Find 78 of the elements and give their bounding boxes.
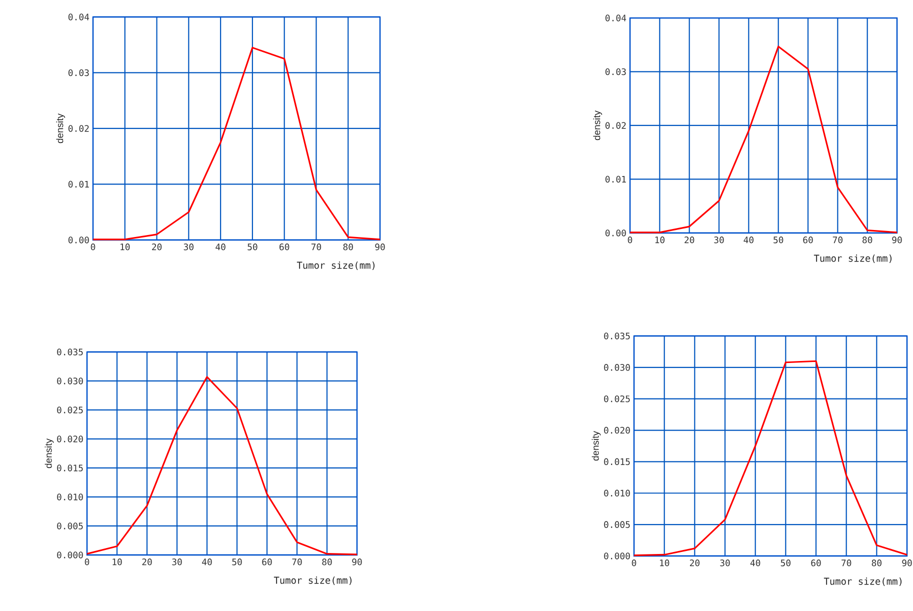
y-tick-label: 0.035 bbox=[604, 332, 630, 340]
x-tick-label: 0 bbox=[628, 236, 632, 244]
y-tick-label: 0.01 bbox=[605, 176, 626, 183]
y-tick-label: 0.04 bbox=[605, 14, 626, 22]
x-tick-label: 90 bbox=[892, 236, 902, 244]
y-tick-label: 0.010 bbox=[604, 490, 630, 497]
line-series bbox=[629, 46, 898, 234]
y-tick-label: 0.02 bbox=[68, 125, 89, 132]
y-tick-label: 0.00 bbox=[68, 236, 89, 244]
x-tick-label: 70 bbox=[832, 236, 842, 244]
x-tick-label: 40 bbox=[216, 244, 226, 250]
y-tick-label: 0.035 bbox=[57, 348, 83, 356]
y-tick-label: 0.025 bbox=[57, 406, 83, 414]
x-tick-label: 80 bbox=[343, 244, 353, 250]
y-axis-title: density bbox=[593, 110, 602, 140]
x-tick-label: 40 bbox=[744, 236, 754, 244]
x-tick-label: 0 bbox=[632, 560, 636, 566]
x-tick-label: 0 bbox=[90, 244, 96, 250]
y-axis-title: density bbox=[56, 114, 66, 144]
y-tick-label: 0.00 bbox=[605, 230, 626, 236]
line-series bbox=[633, 360, 908, 556]
y-tick-label: 0.025 bbox=[604, 395, 630, 402]
y-tick-label: 0.03 bbox=[605, 68, 626, 76]
x-tick-label: 30 bbox=[714, 236, 724, 244]
y-axis-title: density bbox=[44, 438, 54, 468]
x-axis-title: Tumor size(mm) bbox=[824, 578, 902, 586]
x-tick-label: 20 bbox=[142, 558, 152, 566]
x-tick-label: 30 bbox=[184, 244, 194, 250]
x-tick-label: 60 bbox=[803, 236, 813, 244]
x-tick-label: 60 bbox=[262, 558, 272, 566]
y-axis-title: density bbox=[592, 431, 601, 461]
x-tick-label: 40 bbox=[750, 560, 760, 566]
y-tick-label: 0.005 bbox=[57, 522, 83, 530]
x-tick-label: 10 bbox=[660, 560, 670, 566]
x-tick-label: 20 bbox=[152, 244, 162, 250]
x-axis-title: Tumor size(mm) bbox=[814, 254, 892, 263]
x-tick-label: 80 bbox=[872, 560, 882, 566]
y-tick-label: 0.000 bbox=[604, 552, 630, 560]
x-axis-title: Tumor size(mm) bbox=[274, 576, 352, 585]
x-tick-label: 50 bbox=[232, 558, 242, 566]
x-tick-label: 80 bbox=[322, 558, 332, 566]
y-tick-label: 0.015 bbox=[604, 458, 630, 466]
y-tick-label: 0.030 bbox=[57, 378, 83, 384]
x-tick-label: 70 bbox=[842, 560, 852, 566]
x-tick-label: 80 bbox=[862, 236, 872, 244]
y-tick-label: 0.020 bbox=[57, 436, 83, 442]
x-tick-label: 50 bbox=[774, 236, 784, 244]
x-axis-title: Tumor size(mm) bbox=[296, 262, 375, 270]
x-tick-label: 10 bbox=[120, 244, 130, 250]
x-tick-label: 60 bbox=[280, 244, 290, 250]
y-tick-label: 0.000 bbox=[57, 552, 83, 558]
y-tick-label: 0.030 bbox=[604, 364, 630, 371]
x-tick-label: 90 bbox=[352, 558, 362, 566]
x-tick-label: 10 bbox=[112, 558, 122, 566]
x-tick-label: 70 bbox=[311, 244, 322, 250]
y-tick-label: 0.04 bbox=[68, 14, 90, 20]
y-tick-label: 0.020 bbox=[604, 426, 630, 434]
x-tick-label: 20 bbox=[690, 560, 700, 566]
x-tick-label: 10 bbox=[655, 236, 664, 244]
y-tick-label: 0.015 bbox=[57, 464, 83, 472]
y-tick-label: 0.005 bbox=[604, 521, 630, 528]
x-tick-label: 50 bbox=[780, 560, 790, 566]
y-tick-label: 0.01 bbox=[68, 180, 89, 188]
y-tick-label: 0.02 bbox=[605, 122, 626, 129]
x-tick-label: 0 bbox=[84, 558, 90, 566]
x-tick-label: 90 bbox=[375, 244, 385, 250]
line-series bbox=[92, 46, 381, 240]
y-tick-label: 0.03 bbox=[68, 69, 89, 76]
x-tick-label: 30 bbox=[720, 560, 730, 566]
x-tick-label: 70 bbox=[292, 558, 302, 566]
x-tick-label: 40 bbox=[202, 558, 212, 566]
x-tick-label: 20 bbox=[684, 236, 694, 244]
x-tick-label: 60 bbox=[811, 560, 821, 566]
x-tick-label: 90 bbox=[902, 560, 912, 566]
y-tick-label: 0.010 bbox=[57, 494, 83, 500]
line-series bbox=[86, 376, 358, 556]
x-tick-label: 50 bbox=[248, 244, 258, 250]
x-tick-label: 30 bbox=[172, 558, 182, 566]
